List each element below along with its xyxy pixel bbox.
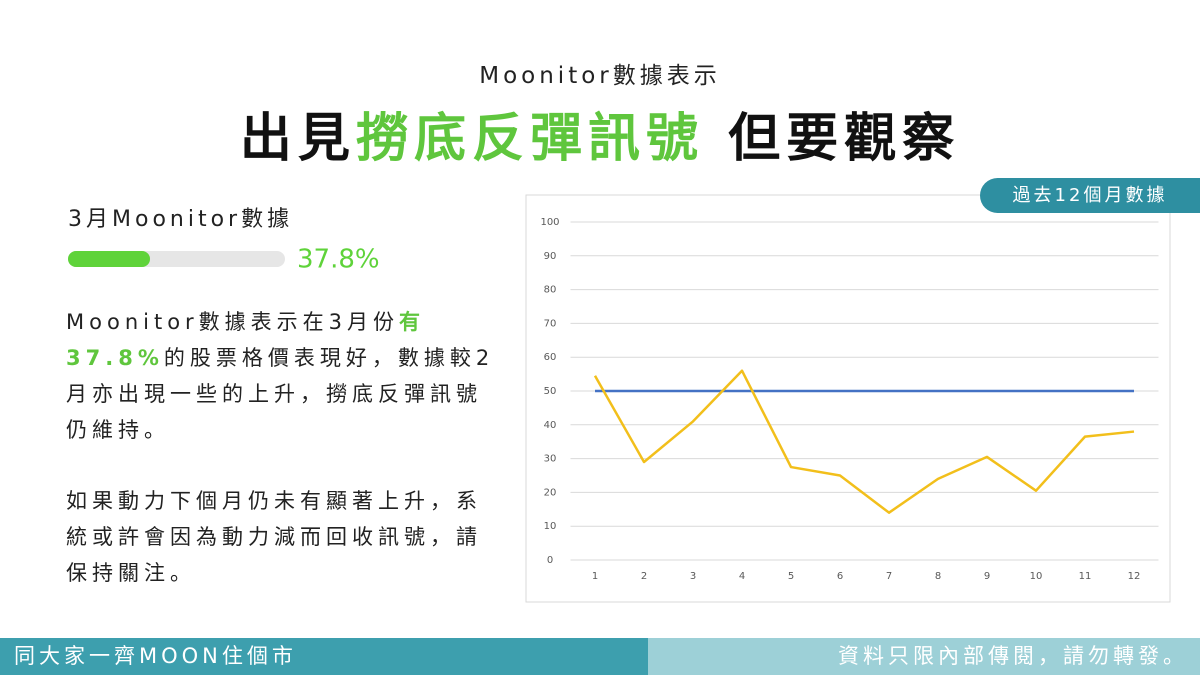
kicker: Moonitor數據表示	[479, 63, 721, 89]
y-tick-label: 40	[544, 420, 557, 431]
paragraph: 如果動力下個月仍未有顯著上升，系統或許會因為動力減而回收訊號，請保持關注。	[66, 489, 482, 585]
footer-right: 資料只限內部傳閱，請勿轉發。	[648, 638, 1200, 675]
y-tick-label: 0	[547, 555, 553, 566]
x-tick-label: 11	[1079, 571, 1092, 582]
progress-label: 37.8%	[297, 245, 380, 275]
x-tick-label: 9	[984, 571, 990, 582]
title-part: 但要觀察	[728, 109, 961, 169]
x-tick-label: 6	[837, 571, 843, 582]
highlight: 有37.8%	[66, 310, 426, 370]
progress-fill	[68, 251, 151, 267]
y-tick-label: 100	[540, 217, 559, 228]
x-tick-label: 8	[935, 571, 941, 582]
x-tick-label: 5	[788, 571, 794, 582]
x-tick-label: 1	[592, 571, 598, 582]
x-tick-label: 3	[690, 571, 696, 582]
x-tick-label: 12	[1128, 571, 1141, 582]
chart-frame	[525, 194, 1171, 603]
x-tick-label: 2	[641, 571, 647, 582]
footer-left: 同大家一齊MOON住個市	[0, 638, 648, 675]
chart-tag: 過去12個月數據	[980, 178, 1200, 213]
progress-title: 3月Moonitor數據	[68, 207, 293, 232]
y-tick-label: 60	[544, 352, 557, 363]
y-tick-label: 30	[544, 454, 557, 465]
line-series	[593, 369, 1135, 514]
text: Moonitor數據表示在3月份	[66, 310, 400, 334]
y-tick-label: 90	[544, 251, 557, 262]
y-tick-label: 70	[544, 318, 557, 329]
title-part: 出見	[239, 109, 356, 169]
x-tick-label: 10	[1030, 571, 1043, 582]
y-tick-label: 20	[544, 487, 557, 498]
title-highlight: 撈底反彈訊號	[355, 109, 704, 169]
text: 的股票格價表現好，數據較2月亦出現一些的上升，撈底反彈訊號仍維持。	[66, 346, 495, 442]
x-tick-label: 4	[739, 571, 745, 582]
y-tick-label: 10	[544, 521, 557, 532]
x-tick-label: 7	[886, 571, 892, 582]
y-tick-label: 50	[544, 386, 557, 397]
y-tick-label: 80	[544, 285, 557, 296]
paragraph: Moonitor數據表示在3月份有37.8%的股票格價表現好，數據較2月亦出現一…	[66, 304, 496, 448]
main-title: 出見撈底反彈訊號 但要觀察	[0, 96, 1200, 171]
